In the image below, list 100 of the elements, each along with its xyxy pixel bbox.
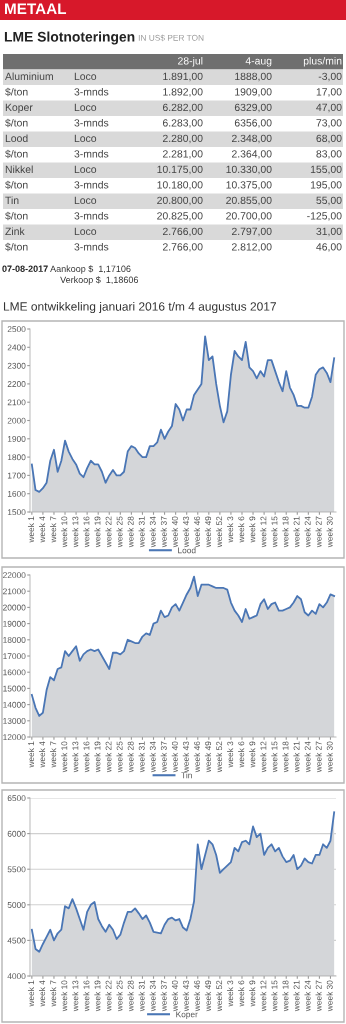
- text: 20.825,00: [157, 212, 203, 221]
- x-tick-label: week 19: [94, 741, 101, 773]
- text: LME Slotnoteringen: [4, 31, 135, 45]
- category-label: $/ton: [5, 180, 28, 190]
- legend-label: Tin: [181, 772, 192, 779]
- x-tick-label: week 6: [238, 516, 245, 543]
- category-label: Loco: [74, 227, 97, 236]
- x-tick-label: week 21: [293, 741, 300, 773]
- text: 47,00: [316, 103, 342, 113]
- text: Verkoop $ 1,18606: [60, 276, 139, 285]
- text: 10.330,00: [226, 165, 272, 175]
- text: 6356,00: [234, 119, 272, 128]
- y-tick-label: 2000: [7, 417, 26, 424]
- x-tick-label: week 30: [326, 741, 333, 773]
- x-tick-label: week 30: [326, 980, 333, 1012]
- y-tick-label: 21000: [3, 588, 26, 595]
- y-tick-label: 2400: [7, 344, 26, 351]
- x-tick-label: week 24: [304, 741, 311, 773]
- text: METAAL: [5, 3, 67, 14]
- category-label: 3-mnds: [74, 87, 109, 96]
- x-tick-label: week 24: [304, 516, 311, 548]
- x-tick-label: week 24: [304, 980, 311, 1012]
- x-tick-label: week 28: [127, 741, 134, 773]
- text: 195,00: [310, 181, 342, 190]
- x-tick-label: week 4: [39, 980, 46, 1007]
- x-tick-label: week 6: [238, 980, 245, 1007]
- x-tick-label: week 21: [293, 516, 300, 548]
- x-tick-label: week 19: [94, 516, 101, 548]
- y-tick-label: 4000: [7, 973, 26, 980]
- x-tick-label: week 27: [315, 980, 322, 1012]
- x-tick-label: week 37: [160, 980, 167, 1012]
- text: LME ontwikkeling januari 2016 t/m 4 augustus 2017: [3, 301, 276, 314]
- x-tick-label: week 30: [326, 516, 333, 548]
- x-tick-label: week 13: [72, 741, 79, 773]
- y-tick-label: 2500: [7, 326, 26, 333]
- text: 2.812,00: [231, 243, 272, 252]
- category-label: 3-mnds: [74, 211, 109, 220]
- category-label: Tin: [5, 196, 19, 204]
- category-label: Zink: [5, 227, 25, 235]
- legend-label: Lood: [178, 547, 196, 554]
- category-label: Nikkel: [5, 165, 33, 174]
- x-tick-label: week 6: [238, 741, 245, 768]
- y-tick-label: 19000: [3, 620, 26, 627]
- y-tick-label: 6000: [7, 830, 26, 837]
- x-tick-label: week 46: [193, 741, 200, 773]
- text: 20.700,00: [226, 212, 272, 221]
- x-tick-label: week 43: [182, 741, 189, 773]
- y-tick-label: 16000: [3, 669, 26, 676]
- x-tick-label: week 34: [149, 980, 156, 1012]
- x-tick-label: week 10: [61, 516, 68, 548]
- text: -3,00: [318, 72, 342, 82]
- text: 20.800,00: [157, 196, 203, 206]
- x-tick-label: week 49: [204, 741, 212, 773]
- x-tick-label: week 21: [293, 980, 300, 1012]
- text: 10.175,00: [157, 165, 203, 175]
- x-tick-label: week 12: [260, 516, 267, 548]
- y-tick-label: 15000: [3, 685, 26, 692]
- category-label: Loco: [74, 196, 97, 205]
- x-tick-label: week 46: [193, 980, 200, 1012]
- category-label: $/ton: [5, 211, 28, 221]
- x-tick-label: week 9: [249, 516, 256, 543]
- x-tick-label: week 52: [215, 516, 223, 548]
- y-tick-label: 17000: [3, 653, 26, 660]
- x-tick-label: week 4: [39, 741, 46, 768]
- text: 6.283,00: [162, 119, 203, 128]
- category-label: 3-mnds: [74, 242, 109, 251]
- x-tick-label: week 52: [215, 741, 223, 773]
- text: 31,00: [316, 227, 342, 237]
- text: 2.766,00: [162, 243, 203, 252]
- x-tick-label: week 12: [260, 741, 267, 773]
- x-tick-label: week 15: [271, 516, 278, 548]
- y-tick-label: 22000: [3, 572, 26, 579]
- y-tick-label: 5000: [7, 902, 26, 908]
- x-tick-label: week 43: [182, 980, 189, 1012]
- category-label: Lood: [5, 134, 28, 143]
- x-tick-label: week 43: [182, 516, 189, 548]
- y-tick-label: 2100: [7, 399, 26, 406]
- text: 55,00: [316, 196, 342, 206]
- y-tick-label: 20000: [3, 604, 26, 611]
- x-tick-label: week 31: [138, 741, 145, 773]
- text: 10.375,00: [226, 181, 272, 190]
- text: 6329,00: [234, 103, 272, 113]
- x-tick-label: week 52: [215, 980, 223, 1012]
- x-tick-label: week 27: [315, 516, 322, 548]
- category-label: Loco: [74, 72, 97, 81]
- x-tick-label: week 25: [116, 980, 123, 1012]
- category-label: Loco: [74, 165, 97, 174]
- y-tick-label: 14000: [3, 701, 26, 708]
- x-tick-label: week 31: [138, 980, 145, 1012]
- x-tick-label: week 25: [116, 516, 123, 548]
- text: 155,00: [310, 165, 342, 175]
- category-label: Aluminium: [5, 72, 53, 81]
- x-tick-label: week 34: [149, 741, 156, 773]
- y-tick-label: 13000: [3, 718, 26, 724]
- category-label: plus/min: [303, 56, 342, 67]
- x-tick-label: week 1: [27, 741, 35, 768]
- x-tick-label: week 28: [127, 980, 134, 1012]
- x-tick-label: week 12: [260, 980, 267, 1012]
- x-tick-label: week 22: [105, 516, 112, 548]
- x-tick-label: week 7: [50, 980, 57, 1007]
